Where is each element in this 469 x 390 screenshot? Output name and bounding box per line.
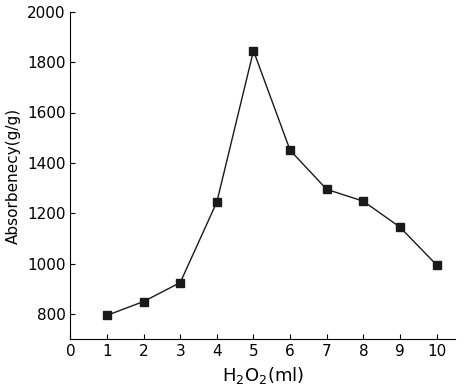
X-axis label: H$_2$O$_2$(ml): H$_2$O$_2$(ml) bbox=[221, 365, 304, 386]
Y-axis label: Absorbenecy(g/g): Absorbenecy(g/g) bbox=[6, 107, 21, 244]
